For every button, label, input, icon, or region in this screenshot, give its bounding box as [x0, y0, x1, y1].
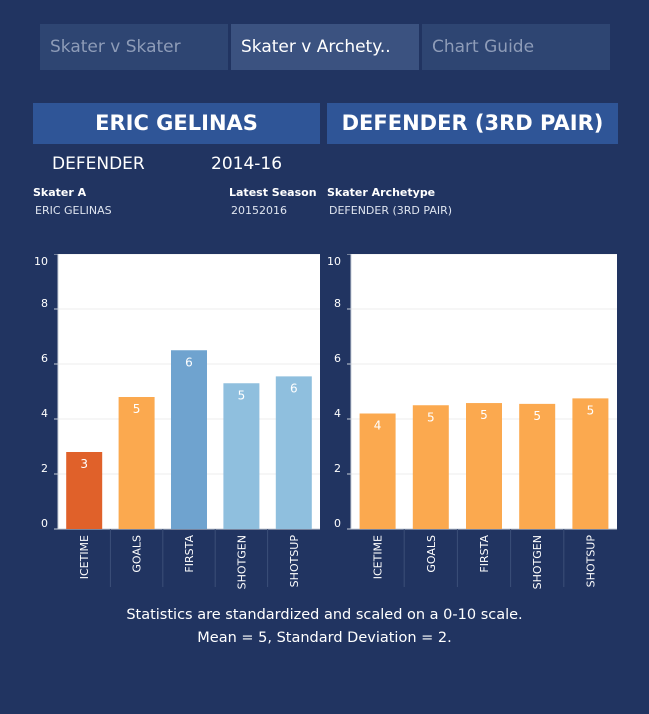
- y-tick-label: 6: [334, 352, 341, 365]
- x-tick-label: GOALS: [425, 535, 438, 573]
- x-tick-label: SHOTSUP: [288, 535, 301, 588]
- bar-firsta[interactable]: [466, 403, 502, 529]
- skater-bar-chart: 0 2 4 6 8 10 3 ICETIME 5 GOALS 6 FIRSTA 5 SHOTGEN 6 SHO…: [34, 254, 320, 589]
- bar-data-label: 4: [374, 419, 382, 433]
- bar-icetime[interactable]: [66, 452, 103, 529]
- bar-icetime[interactable]: [359, 413, 396, 530]
- latest-season-label: Latest Season: [229, 186, 317, 199]
- y-tick-label: 0: [41, 517, 48, 530]
- y-tick-label: 0: [334, 517, 341, 530]
- x-tick-label: GOALS: [131, 535, 144, 573]
- bar-goals[interactable]: [412, 405, 449, 529]
- bar-firsta[interactable]: [171, 350, 207, 529]
- x-tick-label: ICETIME: [372, 535, 385, 579]
- skater-name-banner: ERIC GELINAS: [33, 103, 320, 144]
- latest-season-value[interactable]: 20152016: [231, 204, 287, 217]
- y-tick-label: 8: [41, 297, 48, 310]
- bar-data-label: 5: [238, 388, 246, 402]
- x-tick-label: SHOTGEN: [235, 535, 248, 589]
- y-tick-label: 2: [41, 462, 48, 475]
- bar-shotsup[interactable]: [572, 398, 609, 529]
- archetype-bar-chart: 0 2 4 6 8 10 4 ICETIME 5 GOALS 5 FIRSTA 5 SHOTGEN 5 SHO…: [327, 254, 617, 589]
- footer-note-line1: Statistics are standardized and scaled o…: [126, 607, 523, 623]
- footer-note-line2: Mean = 5, Standard Deviation = 2.: [197, 630, 452, 646]
- x-tick-label: SHOTSUP: [584, 535, 597, 588]
- bar-data-label: 5: [587, 403, 595, 417]
- bar-data-label: 5: [533, 409, 541, 423]
- y-tick-label: 4: [41, 407, 48, 420]
- bar-data-label: 5: [133, 402, 141, 416]
- bar-data-label: 3: [80, 457, 88, 471]
- archetype-banner: DEFENDER (3RD PAIR): [327, 103, 618, 144]
- bar-shotgen[interactable]: [519, 403, 556, 529]
- seasons-label: 2014-16: [211, 154, 283, 174]
- skater-a-label: Skater A: [33, 186, 87, 199]
- tab-skater-v-skater[interactable]: Skater v Skater: [40, 24, 228, 70]
- y-tick-label: 8: [334, 297, 341, 310]
- y-tick-label: 4: [334, 407, 341, 420]
- x-tick-label: FIRSTA: [183, 535, 196, 573]
- bar-shotgen[interactable]: [223, 383, 260, 529]
- bar-shotsup[interactable]: [275, 376, 312, 529]
- skater-archetype-label: Skater Archetype: [327, 186, 436, 199]
- y-tick-label: 10: [327, 255, 341, 268]
- tab-skater-v-archetype[interactable]: Skater v Archety..: [231, 24, 419, 70]
- bar-data-label: 5: [427, 410, 435, 424]
- bar-data-label: 6: [290, 381, 298, 395]
- position-label: DEFENDER: [52, 154, 145, 174]
- bar-goals[interactable]: [118, 397, 155, 529]
- y-tick-label: 6: [41, 352, 48, 365]
- y-tick-label: 10: [34, 255, 48, 268]
- skater-archetype-value[interactable]: DEFENDER (3RD PAIR): [329, 204, 453, 217]
- skater-a-value[interactable]: ERIC GELINAS: [35, 204, 112, 217]
- x-tick-label: FIRSTA: [478, 535, 491, 573]
- x-tick-label: ICETIME: [78, 535, 91, 579]
- tab-chart-guide[interactable]: Chart Guide: [422, 24, 610, 70]
- bar-data-label: 5: [480, 408, 488, 422]
- bar-data-label: 6: [185, 355, 193, 369]
- y-tick-label: 2: [334, 462, 341, 475]
- x-tick-label: SHOTGEN: [531, 535, 544, 589]
